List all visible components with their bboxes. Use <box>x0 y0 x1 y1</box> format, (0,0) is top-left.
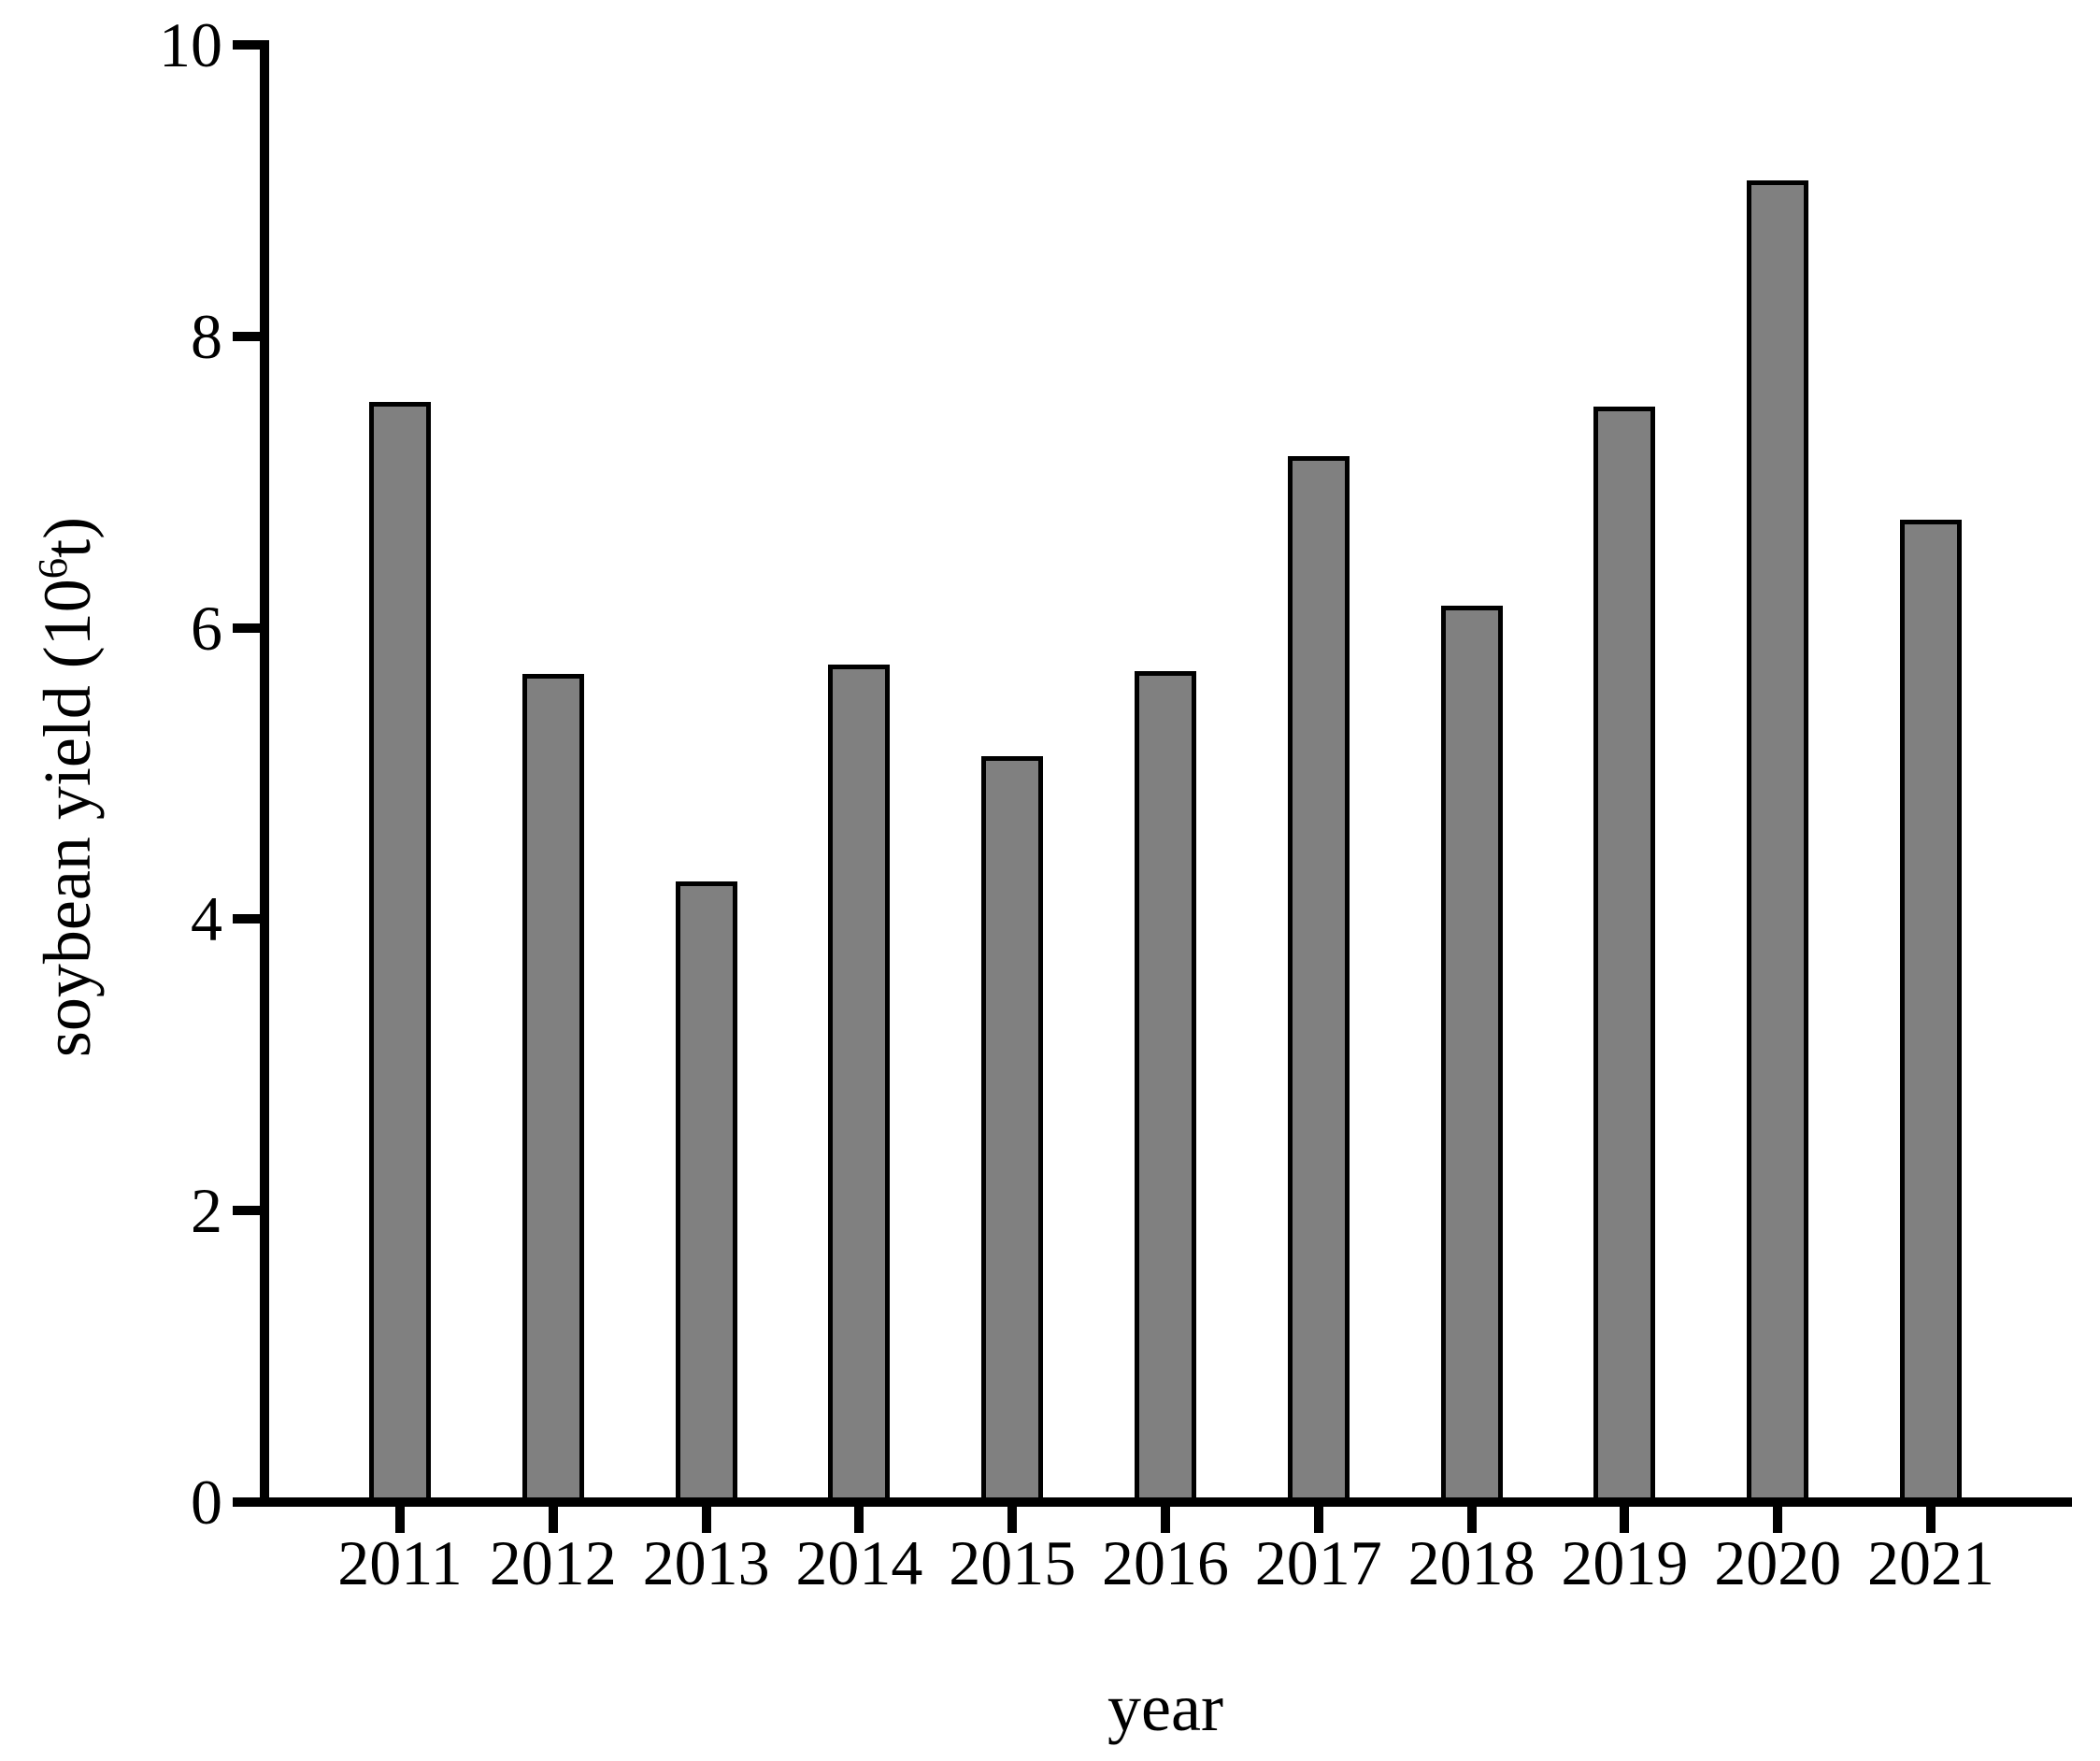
bar-2018 <box>1440 606 1503 1502</box>
x-tick-2012 <box>548 1502 558 1533</box>
x-tick-2016 <box>1161 1502 1170 1533</box>
bar-2012 <box>521 674 584 1502</box>
x-tick-2021 <box>1926 1502 1936 1533</box>
y-tick-label-2: 2 <box>191 1175 222 1247</box>
bar-2016 <box>1135 671 1196 1502</box>
x-tick-label-2017: 2017 <box>1254 1527 1382 1598</box>
y-tick-10 <box>233 40 264 50</box>
x-tick-label-2021: 2021 <box>1867 1527 1994 1598</box>
x-tick-2011 <box>395 1502 405 1533</box>
bar-2013 <box>675 880 737 1502</box>
bar-2015 <box>981 755 1044 1502</box>
x-axis-line <box>233 1497 2072 1507</box>
y-tick-label-0: 0 <box>191 1467 222 1538</box>
x-tick-label-2016: 2016 <box>1102 1527 1229 1598</box>
x-axis-title: year <box>1107 1670 1223 1745</box>
bar-2011 <box>369 401 431 1502</box>
y-tick-2 <box>233 1206 264 1216</box>
y-tick-4 <box>233 914 264 924</box>
y-axis-title-superscript: 6 <box>29 557 76 580</box>
x-tick-label-2011: 2011 <box>337 1527 463 1598</box>
y-tick-label-10: 10 <box>159 9 222 80</box>
y-tick-8 <box>233 331 264 341</box>
y-tick-label-6: 6 <box>191 592 222 664</box>
bar-2014 <box>828 664 891 1502</box>
y-tick-label-4: 4 <box>191 883 222 955</box>
x-tick-label-2013: 2013 <box>642 1527 770 1598</box>
x-tick-label-2018: 2018 <box>1407 1527 1536 1598</box>
x-tick-2015 <box>1007 1502 1018 1533</box>
y-axis-title: soybean yield (106t) <box>29 413 105 1161</box>
x-tick-label-2020: 2020 <box>1714 1527 1842 1598</box>
x-tick-2019 <box>1620 1502 1630 1533</box>
y-axis-line <box>260 40 269 1507</box>
x-tick-2014 <box>854 1502 864 1533</box>
x-tick-2013 <box>701 1502 711 1533</box>
y-axis-title-suffix: t) <box>30 516 105 558</box>
x-tick-2017 <box>1313 1502 1323 1533</box>
x-tick-2018 <box>1466 1502 1477 1533</box>
bar-2021 <box>1900 520 1962 1502</box>
x-tick-label-2015: 2015 <box>949 1527 1077 1598</box>
x-tick-label-2012: 2012 <box>489 1527 617 1598</box>
x-tick-2020 <box>1773 1502 1783 1533</box>
bar-2019 <box>1593 406 1656 1502</box>
y-tick-6 <box>233 623 264 633</box>
bar-2020 <box>1747 179 1809 1502</box>
y-tick-label-8: 8 <box>191 300 222 372</box>
bar-2017 <box>1287 455 1350 1502</box>
x-tick-label-2014: 2014 <box>795 1527 923 1598</box>
x-tick-label-2019: 2019 <box>1561 1527 1689 1598</box>
